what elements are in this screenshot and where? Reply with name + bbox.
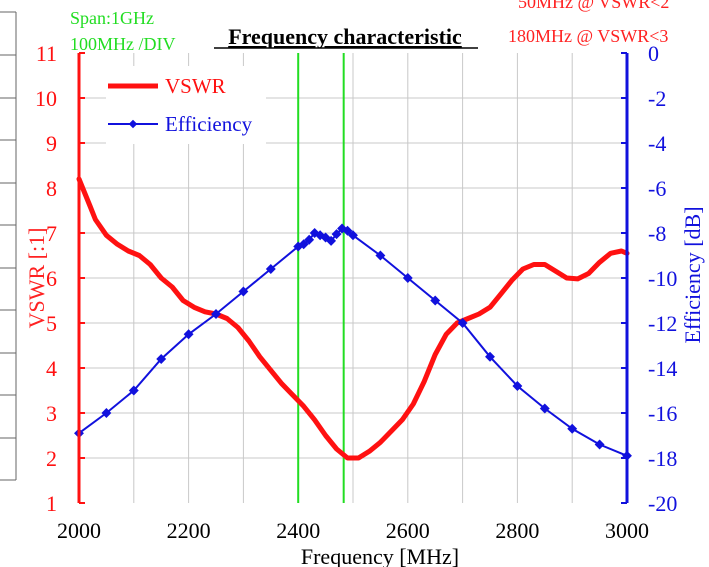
- y-right-tick-label: -20: [648, 491, 677, 516]
- y-left-tick-label: 5: [46, 311, 57, 336]
- chart-title: Frequency characteristic: [228, 24, 462, 49]
- y-left-tick-label: 2: [46, 446, 57, 471]
- div-annotation: 100MHz /DIV: [70, 34, 176, 54]
- y-left-tick-label: 3: [46, 401, 57, 426]
- efficiency-point: [183, 329, 194, 340]
- y-right-tick-label: -12: [648, 311, 677, 336]
- tick-labels: 1234567891011-20-18-16-14-12-10-8-6-4-20…: [35, 41, 677, 543]
- efficiency-point: [265, 264, 276, 274]
- efficiency-point: [331, 229, 342, 240]
- efficiency-point: [304, 234, 315, 245]
- y-right-tick-label: -2: [648, 86, 666, 111]
- y-right-tick-label: -10: [648, 266, 677, 291]
- efficiency-point: [156, 354, 167, 364]
- legend-vswr-label: VSWR: [165, 74, 226, 98]
- efficiency-point: [485, 351, 495, 362]
- efficiency-point: [539, 403, 550, 414]
- x-tick-label: 2400: [276, 518, 320, 543]
- x-tick-label: 2200: [167, 518, 211, 543]
- y-axis-left-label: VSWR [:1]: [24, 228, 49, 329]
- legend-efficiency-marker: [128, 119, 138, 129]
- y-right-tick-label: -14: [648, 356, 677, 381]
- x-tick-label: 3000: [605, 518, 649, 543]
- efficiency-point: [342, 225, 353, 236]
- x-tick-label: 2800: [495, 518, 539, 543]
- y-left-tick-label: 11: [36, 41, 57, 66]
- y-left-tick-label: 7: [46, 221, 57, 246]
- vswr-line: [76, 176, 630, 461]
- y-left-tick-label: 8: [46, 176, 57, 201]
- efficiency-point: [375, 250, 386, 261]
- y-right-tick-label: -18: [648, 446, 677, 471]
- x-tick-label: 2000: [57, 518, 101, 543]
- axes: [77, 52, 629, 504]
- efficiency-point: [128, 385, 139, 396]
- y-left-tick-label: 10: [35, 86, 57, 111]
- band-markers: [297, 53, 345, 503]
- y-left-tick-label: 6: [46, 266, 57, 291]
- efficiency-point: [594, 439, 605, 450]
- efficiency-point: [326, 235, 337, 246]
- y-left-tick-label: 9: [46, 131, 57, 156]
- efficiency-point: [298, 239, 309, 250]
- y-left-tick-label: 4: [46, 356, 57, 381]
- efficiency-point: [512, 381, 523, 391]
- x-tick-label: 2600: [386, 518, 430, 543]
- efficiency-point: [348, 230, 358, 241]
- bandwidth-vswr3-annotation: 180MHz @ VSWR<3: [508, 26, 668, 46]
- efficiency-point: [430, 295, 441, 306]
- efficiency-point: [457, 318, 468, 328]
- efficiency-point: [211, 309, 221, 319]
- legend: VSWR Efficiency: [106, 66, 266, 144]
- legend-efficiency-label: Efficiency: [165, 112, 253, 136]
- efficiency-point: [238, 286, 249, 297]
- efficiency-point: [402, 273, 413, 283]
- bandwidth-vswr2-annotation: 50MHz @ VSWR<2: [518, 0, 669, 12]
- span-annotation: Span:1GHz: [70, 8, 154, 28]
- y-right-tick-label: -6: [648, 176, 666, 201]
- y-axis-right-label: Efficiency [dB]: [680, 206, 705, 343]
- y-right-tick-label: -8: [648, 221, 666, 246]
- clipped-left-table: [0, 11, 17, 481]
- y-right-tick-label: -16: [648, 401, 677, 426]
- efficiency-point: [567, 423, 578, 434]
- y-right-tick-label: 0: [648, 41, 659, 66]
- y-right-tick-label: -4: [648, 131, 666, 156]
- series-layer: [74, 176, 632, 461]
- y-left-tick-label: 1: [46, 491, 57, 516]
- x-axis-label: Frequency [MHz]: [301, 544, 459, 567]
